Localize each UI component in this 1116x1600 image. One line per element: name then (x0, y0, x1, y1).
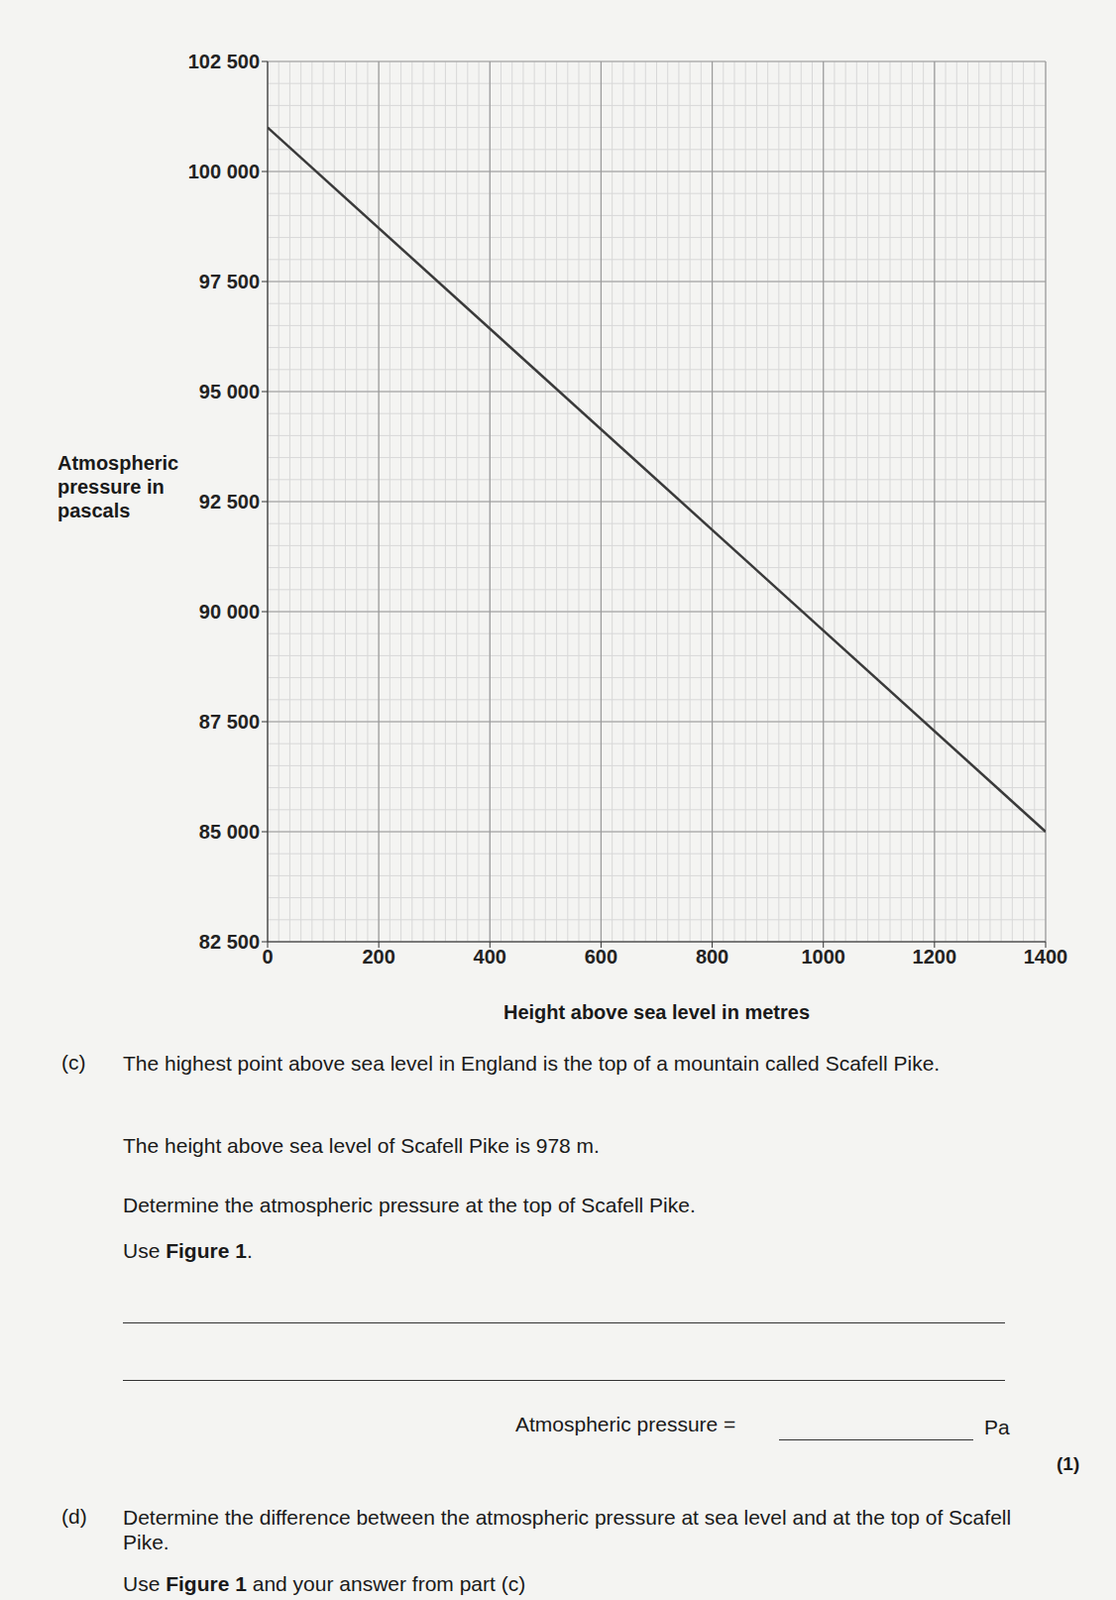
svg-text:1000: 1000 (800, 945, 846, 968)
html-text:The height above sea level of: The height above sea level of Scafell Pi… (122, 1133, 600, 1157)
svg-text:800: 800 (695, 945, 729, 968)
svg-text:82 500: 82 500 (199, 930, 260, 953)
svg-text:95 000: 95 000 (199, 380, 260, 403)
svg-text:87 500: 87 500 (199, 710, 260, 733)
html-text:Use Figure 1 and your answer f: Use Figure 1 and your answer from part (… (122, 1571, 526, 1595)
html-text:Atmospheric pressure in pascal: Atmospheric pressure in pascals (57, 451, 179, 522)
svg-text:200: 200 (361, 945, 395, 968)
svg-text:100 000: 100 000 (188, 160, 260, 183)
svg-text:90 000: 90 000 (199, 600, 260, 623)
svg-text:97 500: 97 500 (199, 270, 260, 293)
svg-text:400: 400 (473, 945, 507, 968)
html-text:(1): (1) (1056, 1452, 1080, 1474)
svg-text:0: 0 (261, 945, 273, 968)
svg-text:85 000: 85 000 (199, 820, 260, 843)
svg-text:92 500: 92 500 (199, 490, 260, 513)
html-text:The highest point above sea le: The highest point above sea level in Eng… (122, 1051, 940, 1075)
svg-text:600: 600 (584, 945, 618, 968)
html-text:(d): (d) (61, 1504, 87, 1528)
html-text:(c): (c) (61, 1050, 86, 1074)
html-text:Determine the atmospheric pres: Determine the atmospheric pressure at th… (122, 1193, 696, 1217)
html-text:Atmospheric pressure =: Atmospheric pressure = (515, 1412, 736, 1436)
svg-text:1400: 1400 (1023, 945, 1069, 968)
svg-text:102 500: 102 500 (188, 50, 260, 73)
html-text:Height above sea level in metr: Height above sea level in metres (503, 1001, 810, 1023)
html-text:Use Figure 1.: Use Figure 1. (122, 1238, 253, 1262)
html-text:Pa: Pa (984, 1415, 1010, 1439)
html-text:Determine the difference betwe: Determine the difference between the atm… (122, 1505, 1012, 1554)
svg-text:1200: 1200 (912, 945, 958, 968)
